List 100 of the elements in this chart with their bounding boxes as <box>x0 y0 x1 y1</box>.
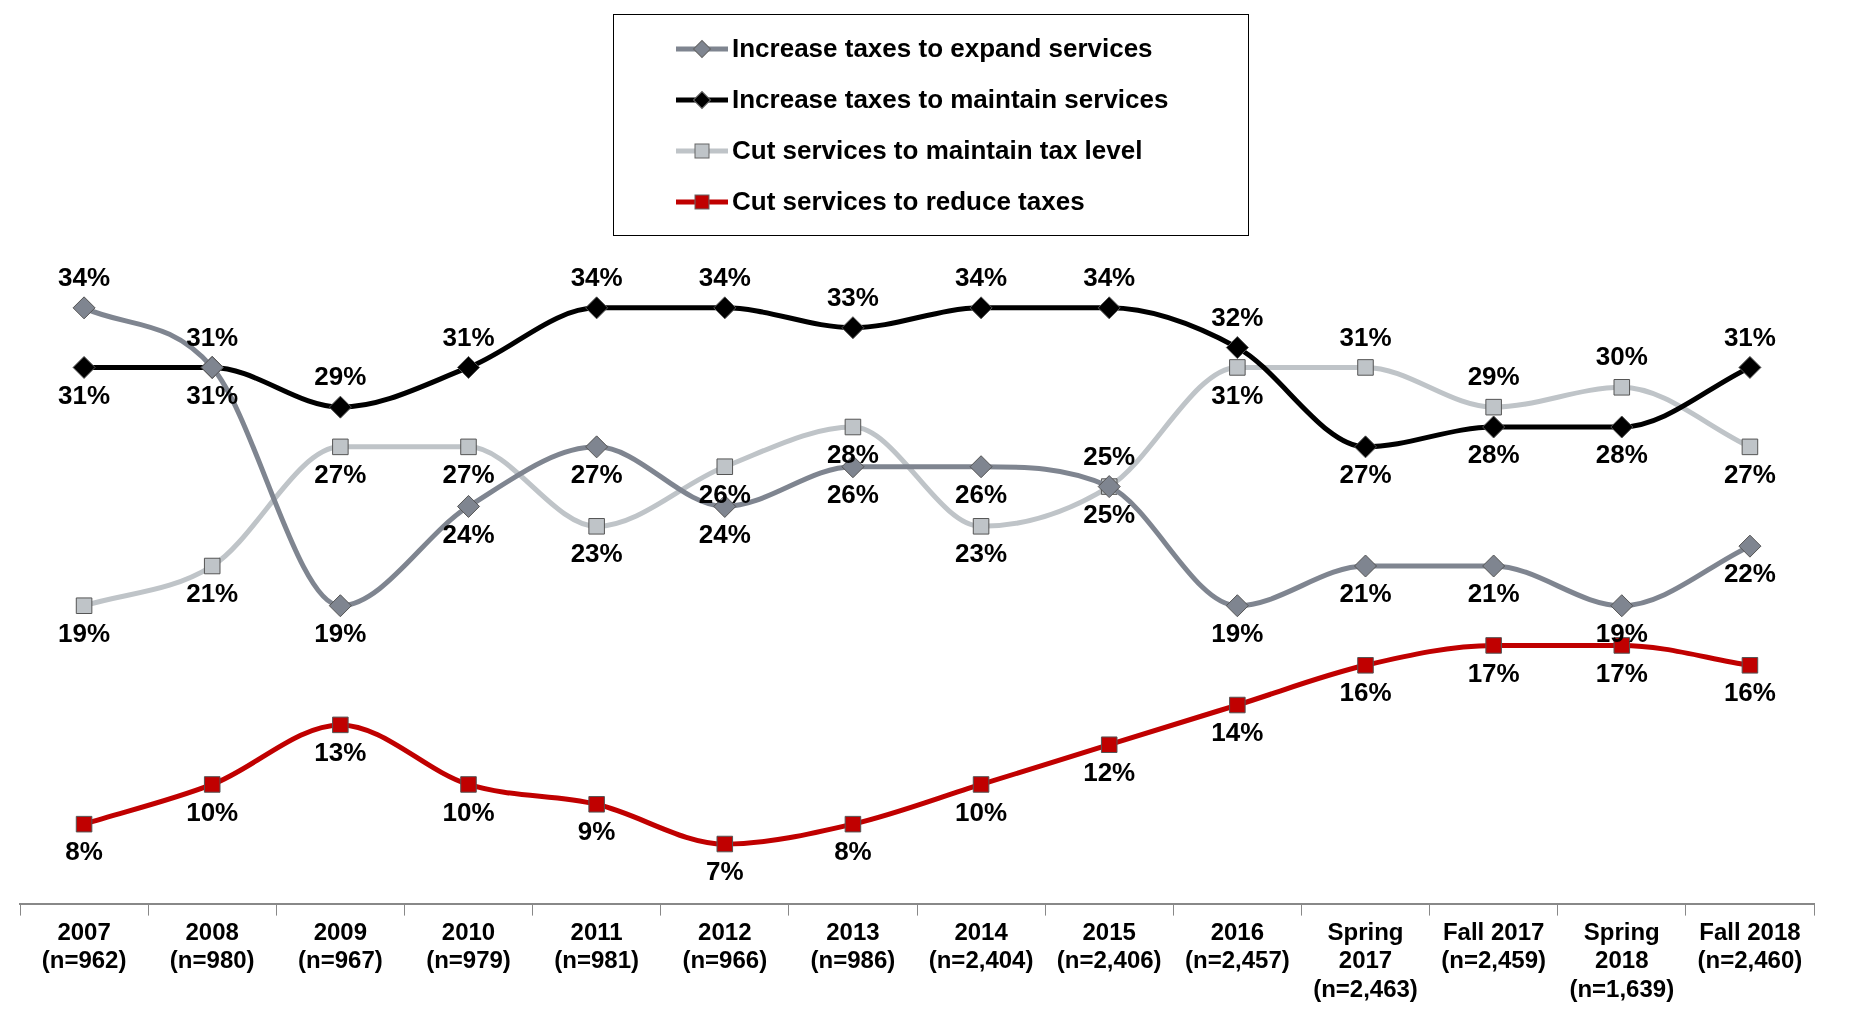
point <box>1741 438 1759 456</box>
point <box>1225 594 1249 618</box>
data-label: 7% <box>706 856 744 887</box>
point <box>1097 296 1121 320</box>
data-label: 23% <box>955 538 1008 569</box>
legend-label: Increase taxes to expand services <box>732 33 1153 64</box>
point <box>203 557 221 575</box>
data-label: 17% <box>1595 657 1648 688</box>
data-label: 27% <box>314 459 367 490</box>
data-label: 34% <box>698 262 751 293</box>
point <box>1357 657 1374 674</box>
point <box>969 296 993 320</box>
point <box>1610 594 1634 618</box>
point <box>844 418 862 436</box>
point <box>460 776 477 793</box>
data-label: 25% <box>1083 440 1136 471</box>
data-label: 19% <box>314 617 367 648</box>
point <box>1097 475 1121 499</box>
point <box>1100 736 1118 754</box>
point <box>972 776 990 793</box>
data-label: 26% <box>826 478 879 509</box>
x-tick-label: 2014 (n=2,404) <box>928 917 1034 974</box>
point <box>1357 359 1374 376</box>
data-label: 8% <box>834 836 872 867</box>
x-tick-label: 2013 (n=986) <box>810 917 896 974</box>
x-tick-label: Spring 2017 (n=2,463) <box>1313 917 1418 1003</box>
data-label: 31% <box>58 379 111 410</box>
point <box>457 355 480 379</box>
point <box>203 776 221 793</box>
point <box>332 438 349 456</box>
x-tick-label: Fall 2018 (n=2,460) <box>1697 917 1803 974</box>
x-tick-label: 2008 (n=980) <box>169 917 255 974</box>
data-label: 19% <box>1211 617 1264 648</box>
data-label: 34% <box>955 262 1008 293</box>
x-tick-label: 2016 (n=2,457) <box>1185 917 1290 974</box>
point <box>844 815 862 833</box>
data-label: 26% <box>955 478 1008 509</box>
data-label: 9% <box>577 816 616 847</box>
point <box>1354 554 1377 578</box>
point <box>588 796 605 813</box>
point <box>457 494 480 518</box>
data-label: 16% <box>1339 677 1392 708</box>
point <box>585 296 609 320</box>
data-label: 14% <box>1211 717 1264 748</box>
point <box>716 458 734 475</box>
data-label: 10% <box>186 796 239 827</box>
data-label: 32% <box>1211 301 1264 332</box>
point <box>75 815 93 833</box>
point <box>332 716 349 734</box>
point <box>75 597 93 615</box>
data-label: 24% <box>442 518 495 549</box>
point <box>713 296 737 320</box>
x-tick-label: 2009 (n=967) <box>298 917 383 974</box>
data-label: 28% <box>1467 439 1520 470</box>
data-label: 31% <box>1339 321 1392 352</box>
data-label: 34% <box>1083 262 1136 293</box>
data-label: 25% <box>1083 498 1136 529</box>
point <box>1482 415 1506 439</box>
data-label: 30% <box>1595 341 1648 372</box>
data-label: 27% <box>570 459 623 490</box>
data-label: 29% <box>314 361 367 392</box>
data-label: 27% <box>1339 459 1392 490</box>
legend-label: Cut services to reduce taxes <box>732 186 1085 217</box>
point <box>1738 355 1762 379</box>
data-label: 28% <box>1595 439 1648 470</box>
x-tick-label: Spring 2018 (n=1,639) <box>1569 917 1675 1003</box>
x-tick-label: 2011 (n=981) <box>554 917 639 974</box>
point <box>1610 415 1634 439</box>
data-label: 19% <box>58 617 111 648</box>
data-label: 21% <box>1467 578 1520 609</box>
point <box>1354 435 1377 459</box>
data-label: 31% <box>1723 321 1776 352</box>
point <box>969 455 993 479</box>
data-label: 26% <box>698 478 751 509</box>
x-tick-label: 2010 (n=979) <box>426 917 511 974</box>
data-label: 28% <box>826 439 879 470</box>
data-label: 34% <box>570 262 623 293</box>
x-tick-label: 2012 (n=966) <box>682 917 768 974</box>
point <box>841 316 865 340</box>
data-label: 34% <box>58 262 111 293</box>
data-label: 21% <box>186 578 239 609</box>
point <box>588 518 605 535</box>
x-tick-label: 2015 (n=2,406) <box>1056 917 1162 974</box>
data-label: 22% <box>1723 558 1776 589</box>
data-label: 23% <box>570 538 623 569</box>
point <box>585 435 609 459</box>
point <box>1229 696 1246 714</box>
data-label: 12% <box>1083 756 1136 787</box>
data-label: 31% <box>186 321 239 352</box>
point <box>460 438 477 456</box>
point <box>972 518 990 535</box>
data-label: 27% <box>1723 459 1776 490</box>
point <box>328 594 352 618</box>
data-label: 31% <box>186 379 239 410</box>
data-label: 10% <box>442 796 495 827</box>
legend-label: Cut services to maintain tax level <box>732 135 1143 166</box>
point <box>1485 637 1502 654</box>
point <box>1229 359 1246 376</box>
point <box>716 835 734 853</box>
data-label: 17% <box>1467 657 1520 688</box>
